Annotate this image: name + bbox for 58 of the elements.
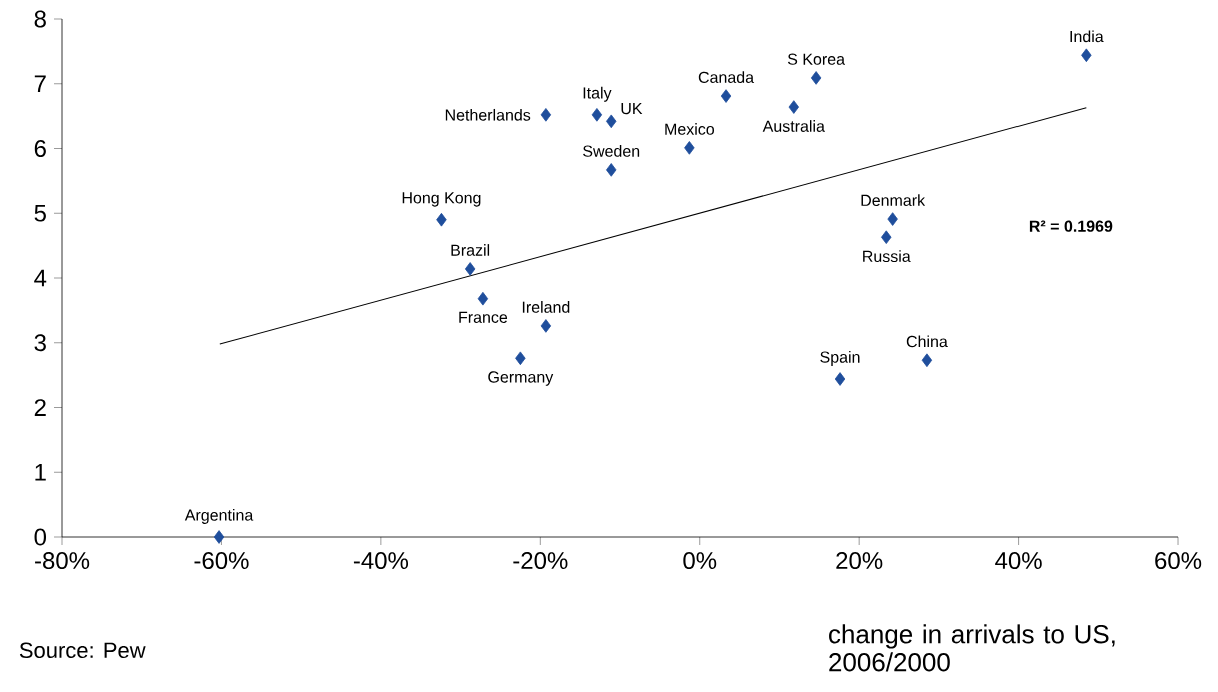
y-tick-label: 5 bbox=[34, 204, 46, 222]
y-tick-label: 0 bbox=[34, 528, 47, 546]
y-tick-label: 7 bbox=[34, 75, 46, 93]
annotation: Mexico bbox=[665, 123, 715, 135]
annotation: Russia bbox=[863, 250, 911, 263]
annotation: Sweden bbox=[583, 145, 640, 157]
annotation: Canada bbox=[698, 71, 755, 83]
point bbox=[464, 262, 476, 276]
annotation: Italy bbox=[583, 86, 612, 102]
annotation: Germany bbox=[488, 371, 554, 386]
point bbox=[436, 212, 447, 227]
x-tick-label: 20% bbox=[836, 552, 883, 570]
annotation: India bbox=[1070, 30, 1104, 43]
x-tick-label: 60% bbox=[1155, 552, 1202, 570]
point bbox=[887, 212, 898, 226]
annotation: Brazil bbox=[451, 244, 490, 256]
annotation: Denmark bbox=[861, 194, 926, 207]
source-note: Source: Pew bbox=[19, 642, 146, 659]
x-axis-title: change in arrivals to US, 2006/2000 bbox=[829, 624, 1115, 672]
point bbox=[606, 163, 617, 177]
point bbox=[591, 108, 603, 122]
point bbox=[606, 114, 617, 129]
y-tick-label: 4 bbox=[34, 269, 47, 287]
point bbox=[921, 353, 933, 368]
point bbox=[213, 530, 225, 544]
annotation: Australia bbox=[762, 120, 825, 132]
annotation: Ireland bbox=[522, 301, 570, 313]
point bbox=[1081, 48, 1092, 63]
annotation: Argentina bbox=[184, 509, 254, 524]
x-tick-label: 0% bbox=[683, 552, 717, 570]
point bbox=[810, 71, 822, 85]
y-tick-label: 1 bbox=[35, 464, 46, 481]
y-tick-label: 3 bbox=[34, 334, 46, 352]
point bbox=[834, 372, 846, 386]
point bbox=[788, 100, 799, 114]
point bbox=[540, 108, 552, 122]
annotation: UK bbox=[621, 103, 643, 115]
y-tick-label: 6 bbox=[34, 140, 46, 157]
x-tick-label: -80% bbox=[35, 552, 90, 570]
annotation: R² = 0.1969 bbox=[1029, 220, 1113, 232]
annotation: Spain bbox=[820, 351, 860, 366]
annotation: France bbox=[459, 311, 508, 323]
point bbox=[477, 291, 489, 306]
point bbox=[881, 230, 892, 245]
point bbox=[540, 319, 552, 333]
x-tick-label: -40% bbox=[353, 552, 409, 570]
annotation: China bbox=[906, 335, 948, 348]
annotation: Netherlands bbox=[445, 108, 531, 121]
x-tick-label: 40% bbox=[995, 552, 1042, 570]
point bbox=[720, 89, 732, 103]
annotation: Hong Kong bbox=[402, 192, 481, 207]
y-tick-label: 2 bbox=[34, 399, 46, 416]
point bbox=[684, 141, 695, 155]
point bbox=[515, 351, 526, 366]
x-tick-label: -60% bbox=[194, 552, 249, 570]
annotation: S Korea bbox=[787, 53, 846, 65]
y-tick-label: 8 bbox=[34, 10, 46, 28]
x-tick-label: -20% bbox=[513, 552, 568, 570]
